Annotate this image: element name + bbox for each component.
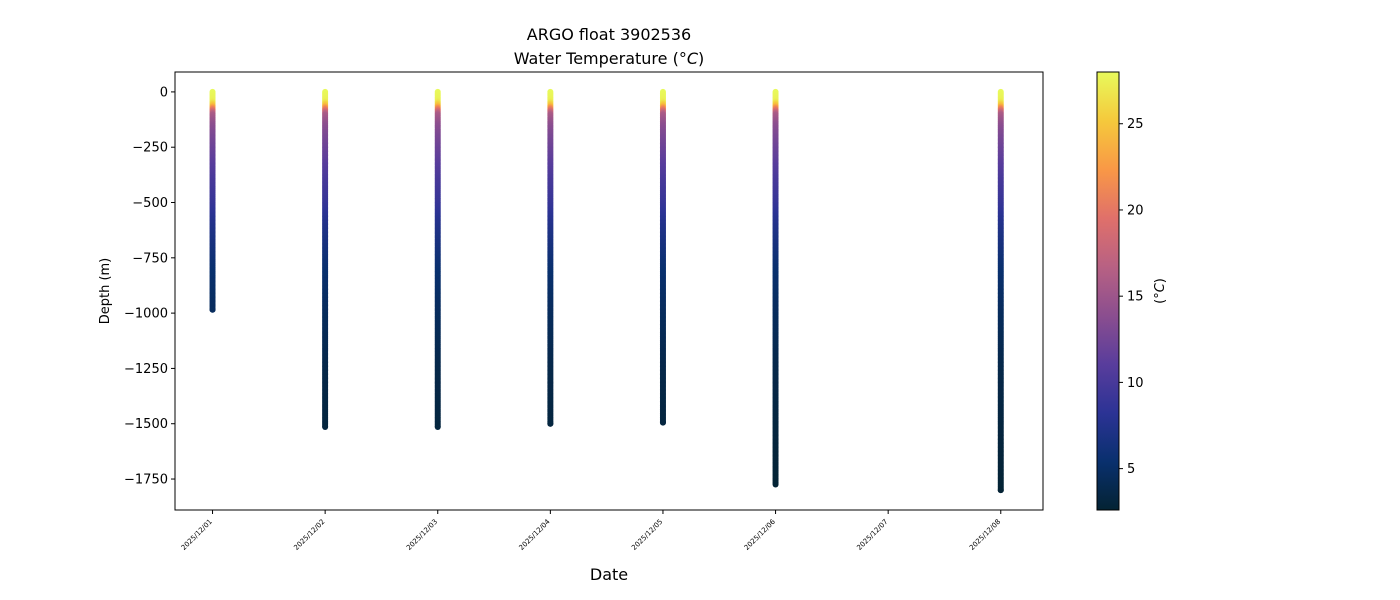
profile-2025-12-03 <box>434 88 441 431</box>
y-tick-label: −1000 <box>124 307 168 322</box>
chart-title: ARGO float 3902536 <box>527 25 691 44</box>
y-tick-label: −1750 <box>124 473 168 488</box>
colorbar-tick-label: 10 <box>1127 376 1144 391</box>
x-tick-label: 2025/12/02 <box>292 518 326 552</box>
data-point <box>209 306 216 313</box>
x-tick-label: 2025/12/06 <box>743 517 778 552</box>
x-axis-ticks: 2025/12/01 2025/12/02 2025/12/03 2025/12/04… <box>180 510 1002 552</box>
profile-2025-12-08 <box>997 88 1004 494</box>
data-point <box>997 487 1004 494</box>
colorbar-tick-label: 25 <box>1127 117 1144 132</box>
x-tick-label: 2025/12/08 <box>968 518 1002 552</box>
x-tick-label: 2025/12/03 <box>405 518 439 552</box>
chart-subtitle: Water Temperature (°C) <box>514 49 704 68</box>
y-tick-label: −750 <box>132 251 168 266</box>
colorbar-tick-label: 15 <box>1127 290 1144 305</box>
profile-2025-12-04 <box>547 88 554 427</box>
colorbar-tick-label: 5 <box>1127 462 1135 477</box>
x-tick-label: 2025/12/07 <box>855 518 889 552</box>
plot-frame <box>174 71 1044 511</box>
profile-2025-12-01 <box>209 88 216 313</box>
data-point <box>772 481 779 488</box>
y-tick-label: −250 <box>132 141 168 156</box>
profile-2025-12-06 <box>772 88 779 488</box>
y-axis-ticks: 0 −250 −500 −750 −1000 −1250 −1500 −1750 <box>124 85 175 488</box>
y-axis-label: Depth (m) <box>98 258 113 325</box>
colorbar-label: (°C) <box>1153 278 1168 304</box>
x-axis-label: Date <box>590 565 628 584</box>
x-tick-label: 2025/12/01 <box>180 518 214 552</box>
profile-2025-12-05 <box>659 88 666 426</box>
x-tick-label: 2025/12/04 <box>518 517 553 552</box>
colorbar <box>1096 71 1120 511</box>
colorbar-tick-label: 20 <box>1127 203 1144 218</box>
data-point <box>322 424 329 431</box>
data-point <box>434 424 441 431</box>
profile-2025-12-02 <box>322 88 329 431</box>
data-point <box>547 420 554 427</box>
data-markers <box>209 88 1004 494</box>
y-tick-label: −500 <box>132 196 168 211</box>
colorbar-ticks: 5 10 15 20 25 <box>1119 117 1144 477</box>
y-tick-label: −1500 <box>124 417 168 432</box>
y-tick-label: −1250 <box>124 362 168 377</box>
data-point <box>659 419 666 426</box>
y-tick-label: 0 <box>160 85 168 100</box>
x-tick-label: 2025/12/05 <box>630 518 664 552</box>
